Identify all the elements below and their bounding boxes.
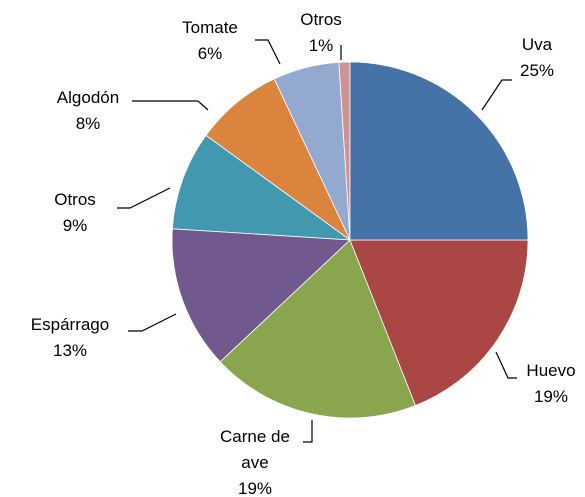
pie-slice	[205, 78, 351, 241]
label-value: 8%	[75, 114, 101, 133]
leader-line	[132, 100, 209, 111]
leader-lines	[117, 39, 517, 443]
label-value: 25%	[519, 61, 555, 80]
data-label: Algodón 8%	[57, 85, 119, 137]
leader-line	[128, 313, 177, 332]
data-label: Espárrago 13%	[31, 312, 109, 364]
leader-line	[495, 351, 517, 379]
pie-slice	[171, 134, 352, 241]
label-value: 19%	[237, 479, 273, 497]
data-label: Tomate 6%	[182, 15, 238, 67]
label-name: Carne de ave	[220, 427, 290, 472]
data-label: Otros 9%	[54, 187, 96, 239]
label-name: Espárrago	[30, 315, 110, 334]
label-name: Otros	[300, 10, 342, 29]
leader-line	[303, 420, 313, 443]
leader-line	[481, 79, 512, 111]
label-value: 19%	[533, 387, 569, 406]
label-name: Otros	[54, 190, 96, 209]
pie-slice	[171, 228, 351, 363]
leader-line	[117, 187, 171, 209]
pie-slice	[219, 239, 417, 419]
label-value: 6%	[197, 44, 223, 63]
data-label: Uva 25%	[520, 32, 554, 84]
label-name: Uva	[521, 35, 553, 54]
label-name: Huevo	[526, 361, 576, 380]
label-name: Algodón	[56, 88, 120, 107]
leader-line	[255, 39, 281, 65]
label-value: 13%	[52, 341, 88, 360]
data-label: Carne de ave 19%	[210, 424, 300, 497]
label-name: Tomate	[182, 18, 238, 37]
pie-slice	[349, 61, 529, 241]
label-value: 1%	[308, 36, 334, 55]
pie-slice	[349, 239, 529, 407]
label-value: 9%	[62, 216, 88, 235]
data-label: Otros 1%	[300, 7, 342, 59]
data-label: Huevo 19%	[526, 358, 575, 410]
